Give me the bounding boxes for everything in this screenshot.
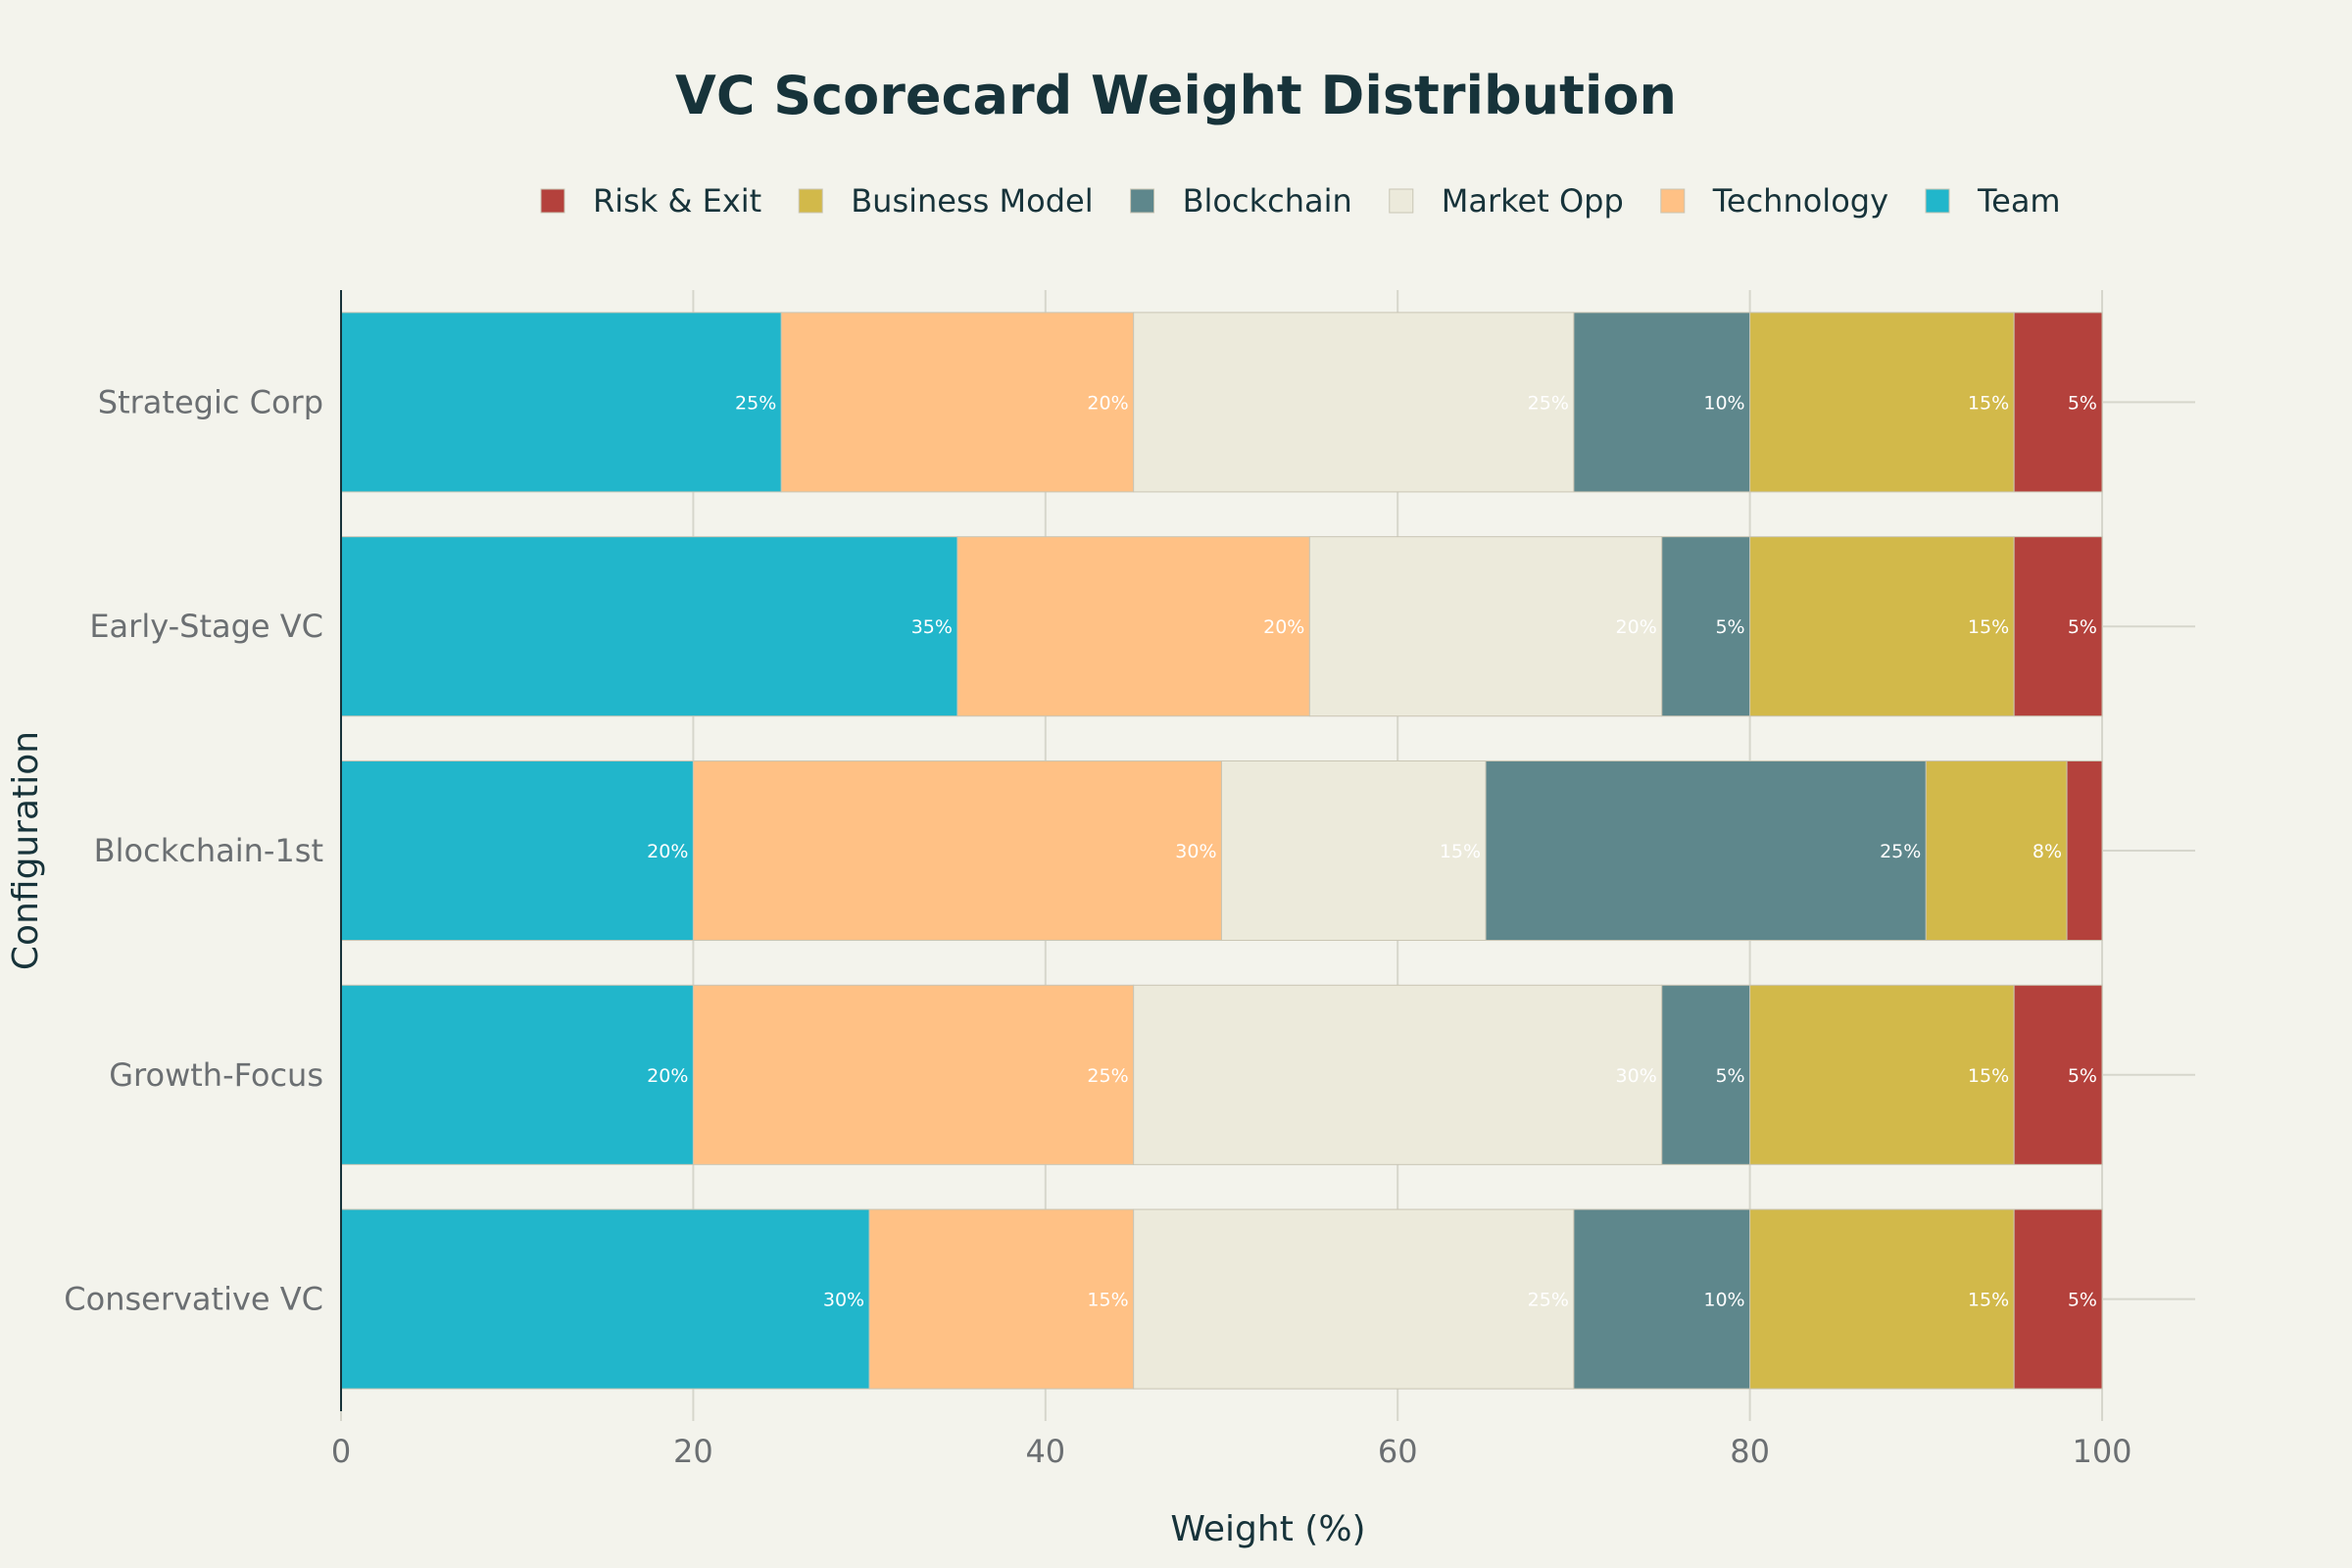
data-label-team-strategic-corp: 25% [735,392,776,414]
data-label-team-early-stage-vc: 35% [911,616,953,638]
bar-technology-early-stage-vc [956,536,1310,717]
data-label-risk-exit-strategic-corp: 5% [2068,392,2097,414]
bar-blockchain-growth-focus [1661,984,1751,1165]
x-tick-label-20: 20 [673,1433,713,1470]
x-axis: 0 20 40 60 80 100 [331,1411,2132,1470]
bar-technology-growth-focus [692,984,1135,1165]
data-label-technology-conservative-vc: 15% [1087,1290,1128,1311]
data-label-blockchain-strategic-corp: 10% [1703,392,1744,414]
bar-technology-strategic-corp [780,312,1135,493]
data-label-business-model-conservative-vc: 15% [1968,1290,2009,1311]
x-tick-label-40: 40 [1025,1433,1065,1470]
bar-risk-exit-growth-focus [2013,984,2103,1165]
data-label-blockchain-blockchain-1st: 25% [1880,841,1921,862]
data-label-market-opp-conservative-vc: 25% [1528,1290,1569,1311]
data-label-business-model-early-stage-vc: 15% [1968,616,2009,638]
data-label-market-opp-early-stage-vc: 20% [1616,616,1657,638]
y-tick-label-strategic-corp: Strategic Corp [98,383,323,420]
bar-risk-exit-strategic-corp [2013,312,2103,493]
legend-swatch-market-opp [1389,188,1414,214]
data-label-blockchain-early-stage-vc: 5% [1715,616,1744,638]
data-label-technology-blockchain-1st: 30% [1175,841,1216,862]
bar-blockchain-conservative-vc [1573,1208,1751,1390]
x-tick-label-0: 0 [331,1433,351,1470]
legend-label-risk-exit: Risk & Exit [593,182,761,220]
bar-blockchain-strategic-corp [1573,312,1751,493]
bar-technology-conservative-vc [868,1208,1135,1390]
bar-business-model-early-stage-vc [1749,536,2015,717]
bar-market-opp-blockchain-1st [1221,760,1487,942]
bar-business-model-blockchain-1st [1925,760,2068,942]
bar-team-early-stage-vc [340,536,958,717]
x-tick-label-80: 80 [1730,1433,1770,1470]
data-label-risk-exit-early-stage-vc: 5% [2068,616,2097,638]
bar-risk-exit-early-stage-vc [2013,536,2103,717]
data-label-team-blockchain-1st: 20% [647,841,688,862]
data-labels: 25% 20% 25% 10% 15% 5% 35% 20% 20% 5% 15% 5% 20% 30% 1… [647,392,2097,1310]
legend-label-business-model: Business Model [851,182,1093,220]
bar-team-growth-focus [340,984,694,1165]
data-label-market-opp-strategic-corp: 25% [1528,392,1569,414]
legend-swatch-team [1925,188,1950,214]
bar-team-blockchain-1st [340,760,694,942]
legend-label-market-opp: Market Opp [1442,182,1624,220]
data-label-technology-strategic-corp: 20% [1087,392,1128,414]
y-tick-label-conservative-vc: Conservative VC [64,1281,323,1318]
data-label-blockchain-conservative-vc: 10% [1703,1290,1744,1311]
bar-risk-exit-blockchain-1st [2066,760,2103,942]
x-axis-title: Weight (%) [1170,1509,1365,1549]
legend: Risk & Exit Business Model Blockchain Marke… [540,182,2061,220]
data-label-market-opp-growth-focus: 30% [1616,1065,1657,1087]
legend-swatch-blockchain [1130,188,1155,214]
bars [340,312,2103,1390]
data-label-risk-exit-conservative-vc: 5% [2068,1290,2097,1311]
data-label-business-model-growth-focus: 15% [1968,1065,2009,1087]
data-label-market-opp-blockchain-1st: 15% [1440,841,1481,862]
bar-business-model-strategic-corp [1749,312,2015,493]
data-label-business-model-blockchain-1st: 8% [2033,841,2062,862]
bar-market-opp-early-stage-vc [1308,536,1663,717]
data-label-team-growth-focus: 20% [647,1065,688,1087]
chart-title: VC Scorecard Weight Distribution [675,65,1677,126]
data-label-team-conservative-vc: 30% [823,1290,864,1311]
data-label-business-model-strategic-corp: 15% [1968,392,2009,414]
legend-label-blockchain: Blockchain [1183,182,1352,220]
bar-technology-blockchain-1st [692,760,1222,942]
legend-label-team: Team [1977,182,2061,220]
bar-team-conservative-vc [340,1208,870,1390]
bar-blockchain-early-stage-vc [1661,536,1751,717]
bar-market-opp-strategic-corp [1133,312,1575,493]
data-label-risk-exit-growth-focus: 5% [2068,1065,2097,1087]
y-axis-title: Configuration [6,731,46,970]
y-axis: Strategic Corp Early-Stage VC Blockchain-1… [64,290,342,1411]
y-tick-label-blockchain-1st: Blockchain-1st [94,832,323,869]
bar-business-model-growth-focus [1749,984,2015,1165]
bar-team-strategic-corp [340,312,782,493]
bar-business-model-conservative-vc [1749,1208,2015,1390]
bar-blockchain-blockchain-1st [1485,760,1927,942]
legend-swatch-risk-exit [540,188,565,214]
y-tick-label-growth-focus: Growth-Focus [109,1056,323,1094]
x-tick-label-60: 60 [1378,1433,1418,1470]
data-label-technology-growth-focus: 25% [1087,1065,1128,1087]
legend-swatch-business-model [798,188,823,214]
legend-label-technology: Technology [1712,182,1888,220]
data-label-blockchain-growth-focus: 5% [1715,1065,1744,1087]
bar-market-opp-conservative-vc [1133,1208,1575,1390]
legend-swatch-technology [1660,188,1686,214]
data-label-technology-early-stage-vc: 20% [1263,616,1304,638]
bar-market-opp-growth-focus [1133,984,1663,1165]
bar-risk-exit-conservative-vc [2013,1208,2103,1390]
y-tick-label-early-stage-vc: Early-Stage VC [89,608,323,645]
x-tick-label-100: 100 [2072,1433,2132,1470]
